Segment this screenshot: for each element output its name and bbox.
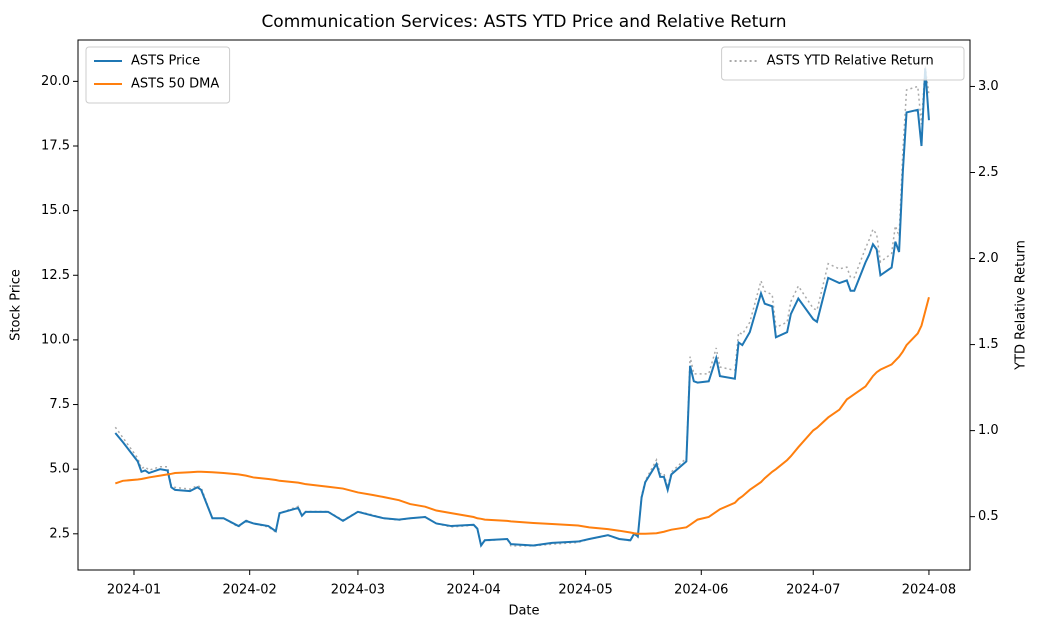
legend-label: ASTS YTD Relative Return: [767, 54, 934, 69]
y2-tick-label: 2.0: [978, 251, 999, 266]
y2-tick-label: 3.0: [978, 79, 999, 94]
x-tick-label: 2024-01: [107, 583, 161, 598]
x-tick-label: 2024-04: [446, 583, 500, 598]
x-axis-label: Date: [508, 604, 539, 619]
y-tick-label: 7.5: [49, 397, 70, 412]
y-tick-label: 10.0: [41, 332, 70, 347]
y2-tick-label: 0.5: [978, 509, 999, 524]
x-tick-label: 2024-08: [902, 583, 956, 598]
legend-label: ASTS 50 DMA: [131, 77, 219, 92]
y2-tick-label: 2.5: [978, 165, 999, 180]
series-line: [114, 296, 930, 535]
legend-label: ASTS Price: [131, 54, 200, 69]
chart-title: Communication Services: ASTS YTD Price a…: [261, 12, 786, 32]
x-tick-label: 2024-02: [223, 583, 277, 598]
y-tick-label: 17.5: [41, 139, 70, 154]
x-tick-label: 2024-03: [331, 583, 385, 598]
y-tick-label: 2.5: [49, 526, 70, 541]
y-tick-label: 5.0: [49, 462, 70, 477]
x-tick-label: 2024-07: [786, 583, 840, 598]
x-tick-label: 2024-05: [558, 583, 612, 598]
legend-box: [721, 46, 965, 81]
y2-tick-label: 1.0: [978, 423, 999, 438]
plot-frame: [77, 39, 971, 571]
y-tick-label: 12.5: [41, 268, 70, 283]
y-tick-label: 20.0: [41, 74, 70, 89]
y2-tick-label: 1.5: [978, 337, 999, 352]
y-tick-label: 15.0: [41, 203, 70, 218]
x-tick-label: 2024-06: [674, 583, 728, 598]
y-axis-label: Stock Price: [9, 269, 24, 341]
y2-axis-label: YTD Relative Return: [1014, 240, 1029, 371]
